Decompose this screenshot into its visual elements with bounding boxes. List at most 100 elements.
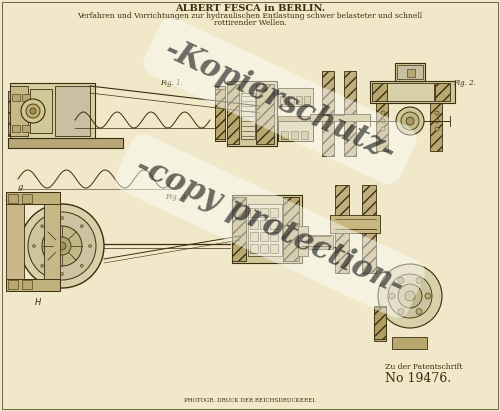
Circle shape [435,127,439,131]
Bar [6,204,24,279]
Bar [250,232,258,241]
Bar [250,220,258,229]
Bar [283,197,299,261]
Bar [270,244,278,253]
Bar [8,91,23,136]
Bar [227,84,239,144]
Bar [260,232,268,241]
Bar [281,131,288,139]
Bar [310,114,370,121]
Bar [435,83,450,101]
Bar [250,208,258,217]
Bar [260,220,268,229]
Circle shape [381,127,385,131]
Bar [22,280,32,289]
Bar [256,84,274,144]
Bar [278,116,313,121]
Bar [270,232,278,241]
Bar [22,94,30,101]
Circle shape [388,274,432,318]
Text: -copy protection-: -copy protection- [131,150,409,302]
Text: Fig. 2.: Fig. 2. [453,79,476,87]
Bar [296,96,302,104]
Circle shape [389,293,395,299]
Circle shape [425,293,431,299]
Bar [362,185,376,273]
Bar [387,83,434,101]
Bar [10,83,95,138]
Circle shape [405,291,415,301]
Circle shape [398,309,404,314]
Bar [227,81,277,146]
Bar [8,194,18,203]
Circle shape [53,237,71,255]
Circle shape [396,107,424,135]
Circle shape [398,277,404,284]
Text: Zu der Patentschrift: Zu der Patentschrift [385,363,462,371]
Circle shape [435,119,439,123]
Bar [376,101,388,151]
Bar [22,125,30,132]
Bar [10,86,28,136]
Bar [370,81,455,103]
Bar [8,138,123,148]
Circle shape [416,277,422,284]
Bar [374,307,386,339]
Circle shape [80,225,84,228]
Bar [215,86,225,141]
Circle shape [21,99,45,123]
Bar [250,244,258,253]
Bar [12,94,20,101]
Text: Verfahren und Vorrichtungen zur hydraulischen Entlastung schwer belasteter und s: Verfahren und Vorrichtungen zur hydrauli… [78,12,422,20]
Bar [304,96,310,104]
Circle shape [60,272,64,275]
Text: g: g [18,183,24,191]
Bar [6,192,60,204]
Circle shape [20,204,104,288]
Text: Fig. 3.: Fig. 3. [165,193,188,201]
Bar [298,226,308,256]
Circle shape [381,111,385,115]
Bar [372,83,387,101]
Circle shape [406,117,414,125]
Text: rottirender Wellen.: rottirender Wellen. [214,19,286,27]
Bar [241,93,255,139]
Bar [6,279,60,291]
Circle shape [435,111,439,115]
Bar [430,101,442,151]
Bar [288,96,294,104]
Bar [248,204,282,256]
Bar [407,69,415,77]
Bar [392,337,427,349]
Bar [260,208,268,217]
Bar [232,197,246,261]
Circle shape [40,225,43,228]
Circle shape [60,217,64,219]
Bar [308,235,333,249]
Bar [232,195,302,263]
Text: Fig. 1.: Fig. 1. [160,79,183,87]
Bar [291,131,298,139]
Circle shape [401,112,419,130]
Bar [8,280,18,289]
Text: ALBERT FESCA in BERLIN.: ALBERT FESCA in BERLIN. [175,4,325,13]
Circle shape [58,242,66,250]
Circle shape [28,212,96,280]
Bar [397,65,423,79]
Text: No 19476.: No 19476. [385,372,451,385]
Circle shape [42,226,82,266]
Bar [395,63,425,81]
Bar [280,96,286,104]
Bar [12,125,20,132]
Circle shape [80,264,84,267]
Bar [270,208,278,217]
Circle shape [30,108,36,114]
Circle shape [381,119,385,123]
Bar [374,306,386,341]
Circle shape [416,309,422,314]
Bar [278,121,313,141]
Bar [278,88,313,106]
Bar [344,71,356,156]
Bar [335,185,349,273]
Circle shape [398,284,422,308]
